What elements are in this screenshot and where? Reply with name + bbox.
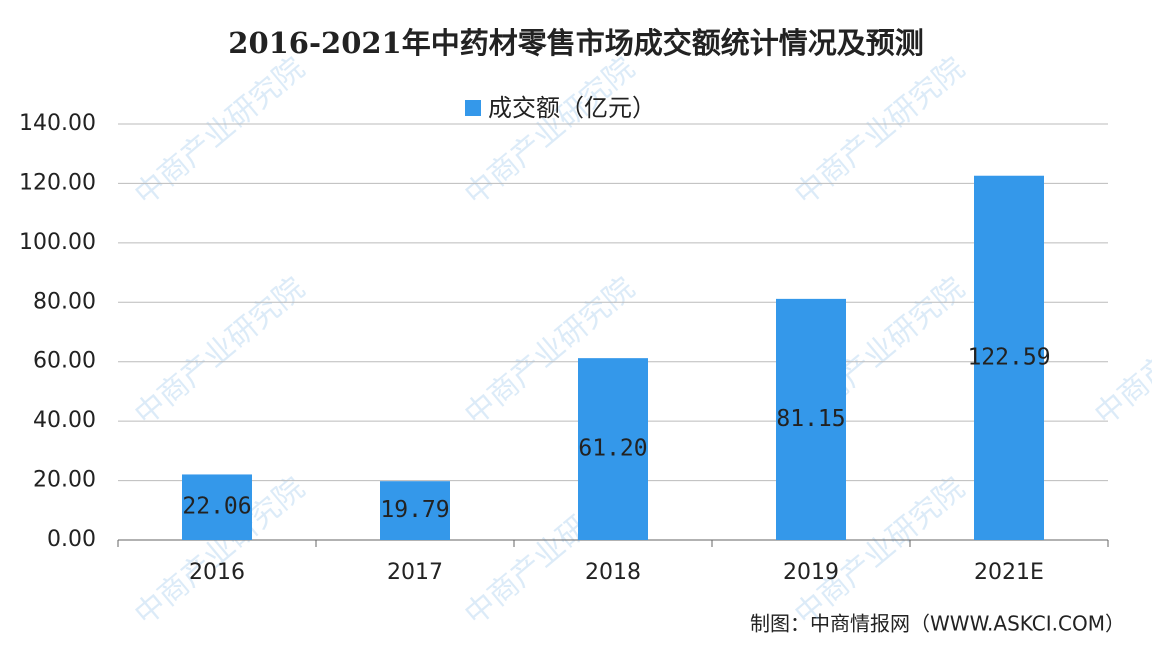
y-tick-label: 20.00 bbox=[33, 468, 96, 493]
y-tick-label: 40.00 bbox=[33, 408, 96, 433]
value-label: 19.79 bbox=[380, 497, 449, 523]
watermark: 中商产业研究院 bbox=[128, 271, 311, 433]
x-tick-label: 2021E bbox=[974, 560, 1044, 585]
bar bbox=[578, 358, 648, 540]
source: 制图：中商情报网（WWW.ASKCI.COM） bbox=[750, 612, 1125, 636]
y-tick-label: 100.00 bbox=[19, 230, 96, 255]
bar bbox=[974, 175, 1044, 540]
bar bbox=[182, 474, 252, 540]
watermark: 中商产业研究院 bbox=[458, 51, 641, 213]
y-tick-label: 80.00 bbox=[33, 289, 96, 314]
y-tick-label: 0.00 bbox=[47, 527, 96, 552]
y-tick-label: 140.00 bbox=[19, 111, 96, 136]
value-label: 22.06 bbox=[182, 494, 251, 520]
value-label: 122.59 bbox=[967, 344, 1050, 370]
value-label: 81.15 bbox=[776, 406, 845, 432]
x-tick-label: 2017 bbox=[387, 560, 443, 585]
legend-label: 成交额（亿元） bbox=[488, 94, 656, 122]
legend-swatch bbox=[465, 100, 481, 116]
y-tick-label: 120.00 bbox=[19, 170, 96, 195]
x-tick-label: 2019 bbox=[783, 560, 839, 585]
watermark: 中商产业研究院 bbox=[788, 51, 971, 213]
x-tick-label: 2016 bbox=[189, 560, 245, 585]
x-tick-label: 2018 bbox=[585, 560, 641, 585]
y-tick-label: 60.00 bbox=[33, 349, 96, 374]
watermark: 中商产业研究院 bbox=[1088, 271, 1152, 433]
value-label: 61.20 bbox=[578, 436, 647, 462]
chart-title: 2016-2021年中药材零售市场成交额统计情况及预测 bbox=[228, 26, 923, 60]
bar bbox=[776, 298, 846, 540]
bar bbox=[380, 481, 450, 540]
watermark: 中商产业研究院 bbox=[128, 51, 311, 213]
